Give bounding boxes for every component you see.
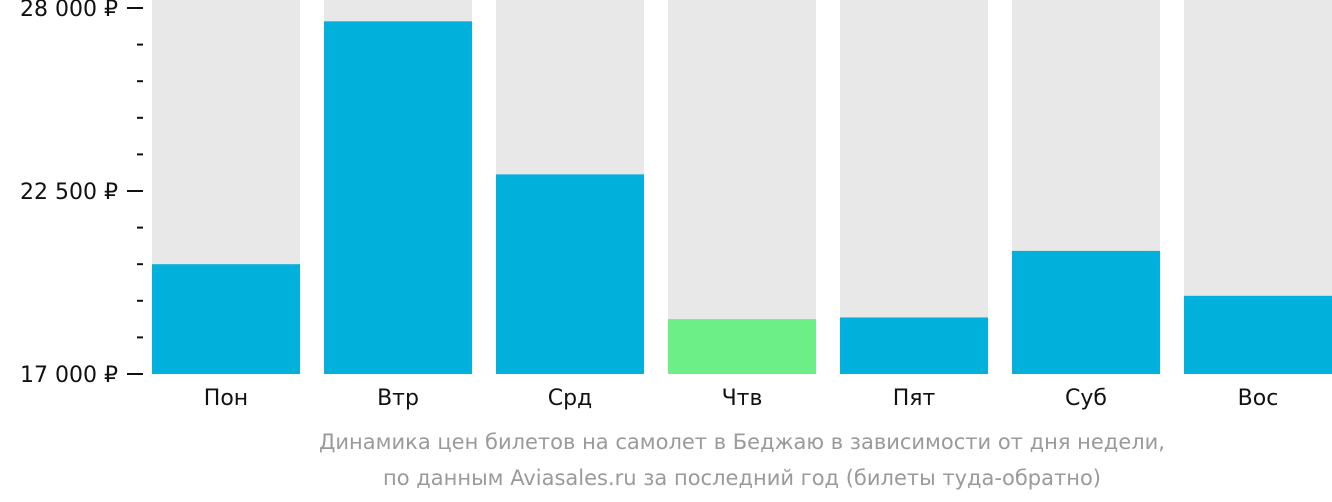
bars <box>152 21 1332 375</box>
x-tick-label: Вос <box>1238 386 1279 411</box>
x-axis: Пон Втр Срд Чтв Пят Суб Вос <box>204 386 1279 411</box>
y-axis: 17 000 ₽ 22 500 ₽ 28 000 ₽ <box>20 0 143 388</box>
bar-1 <box>152 264 300 374</box>
x-tick-label: Пят <box>893 386 936 411</box>
x-tick-label: Суб <box>1065 386 1107 411</box>
bar-6 <box>1012 250 1160 374</box>
x-tick-label: Втр <box>377 386 419 411</box>
bar-4 <box>668 319 816 374</box>
y-tick-label: 28 000 ₽ <box>20 0 118 22</box>
bar-5 <box>840 317 988 374</box>
chart-caption-line-1: Динамика цен билетов на самолет в Беджаю… <box>319 430 1165 454</box>
y-tick-label: 22 500 ₽ <box>20 180 118 205</box>
x-tick-label: Пон <box>204 386 248 411</box>
y-tick-label: 17 000 ₽ <box>20 363 118 388</box>
bar-3 <box>496 174 644 374</box>
x-tick-label: Чтв <box>722 386 763 411</box>
bar-2 <box>324 21 472 375</box>
bar-7 <box>1184 295 1332 374</box>
x-tick-label: Срд <box>548 386 593 411</box>
chart-caption-line-2: по данным Aviasales.ru за последний год … <box>383 466 1101 490</box>
bar-track <box>668 0 816 374</box>
bar-track <box>840 0 988 374</box>
price-chart: 17 000 ₽ 22 500 ₽ 28 000 ₽ Пон Втр Срд Чтв Пят… <box>20 0 1332 411</box>
